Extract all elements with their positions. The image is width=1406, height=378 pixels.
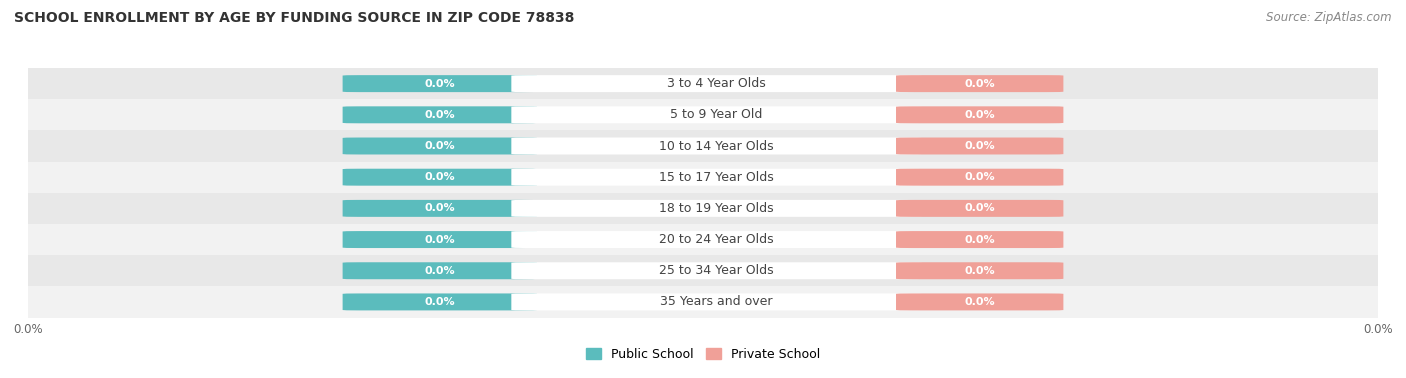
- FancyBboxPatch shape: [343, 200, 537, 217]
- Text: 0.0%: 0.0%: [425, 297, 456, 307]
- FancyBboxPatch shape: [343, 262, 537, 279]
- Bar: [28, 130, 1378, 162]
- Text: 10 to 14 Year Olds: 10 to 14 Year Olds: [659, 139, 773, 152]
- Text: Source: ZipAtlas.com: Source: ZipAtlas.com: [1267, 11, 1392, 24]
- Text: 15 to 17 Year Olds: 15 to 17 Year Olds: [659, 171, 773, 184]
- FancyBboxPatch shape: [512, 75, 922, 92]
- Text: 5 to 9 Year Old: 5 to 9 Year Old: [671, 108, 762, 121]
- Text: 0.0%: 0.0%: [965, 110, 995, 120]
- Text: 3 to 4 Year Olds: 3 to 4 Year Olds: [666, 77, 766, 90]
- Text: 35 Years and over: 35 Years and over: [661, 296, 773, 308]
- Text: 18 to 19 Year Olds: 18 to 19 Year Olds: [659, 202, 773, 215]
- FancyBboxPatch shape: [512, 231, 922, 248]
- FancyBboxPatch shape: [343, 75, 537, 92]
- Text: 0.0%: 0.0%: [425, 110, 456, 120]
- Bar: [28, 255, 1378, 287]
- FancyBboxPatch shape: [896, 293, 1063, 310]
- Text: 0.0%: 0.0%: [425, 266, 456, 276]
- FancyBboxPatch shape: [343, 169, 537, 186]
- Bar: [28, 162, 1378, 193]
- Text: 0.0%: 0.0%: [965, 172, 995, 182]
- FancyBboxPatch shape: [896, 231, 1063, 248]
- FancyBboxPatch shape: [896, 75, 1063, 92]
- FancyBboxPatch shape: [512, 200, 922, 217]
- FancyBboxPatch shape: [896, 106, 1063, 123]
- FancyBboxPatch shape: [343, 106, 537, 123]
- Text: 0.0%: 0.0%: [425, 203, 456, 213]
- Text: 0.0%: 0.0%: [425, 79, 456, 88]
- Legend: Public School, Private School: Public School, Private School: [581, 343, 825, 366]
- Text: 0.0%: 0.0%: [965, 266, 995, 276]
- Text: 0.0%: 0.0%: [425, 235, 456, 245]
- Text: 0.0%: 0.0%: [425, 141, 456, 151]
- FancyBboxPatch shape: [896, 200, 1063, 217]
- Text: 25 to 34 Year Olds: 25 to 34 Year Olds: [659, 264, 773, 277]
- FancyBboxPatch shape: [512, 169, 922, 186]
- FancyBboxPatch shape: [896, 138, 1063, 155]
- FancyBboxPatch shape: [896, 169, 1063, 186]
- Text: 0.0%: 0.0%: [965, 141, 995, 151]
- Text: 0.0%: 0.0%: [965, 203, 995, 213]
- Text: 0.0%: 0.0%: [425, 172, 456, 182]
- Text: 0.0%: 0.0%: [965, 79, 995, 88]
- Text: 0.0%: 0.0%: [965, 235, 995, 245]
- Text: 20 to 24 Year Olds: 20 to 24 Year Olds: [659, 233, 773, 246]
- FancyBboxPatch shape: [343, 138, 537, 155]
- FancyBboxPatch shape: [512, 262, 922, 279]
- FancyBboxPatch shape: [343, 231, 537, 248]
- Bar: [28, 287, 1378, 318]
- FancyBboxPatch shape: [512, 106, 922, 123]
- Bar: [28, 68, 1378, 99]
- Bar: [28, 193, 1378, 224]
- FancyBboxPatch shape: [512, 293, 922, 310]
- Text: SCHOOL ENROLLMENT BY AGE BY FUNDING SOURCE IN ZIP CODE 78838: SCHOOL ENROLLMENT BY AGE BY FUNDING SOUR…: [14, 11, 575, 25]
- FancyBboxPatch shape: [512, 138, 922, 155]
- Bar: [28, 224, 1378, 255]
- FancyBboxPatch shape: [896, 262, 1063, 279]
- FancyBboxPatch shape: [343, 293, 537, 310]
- Bar: [28, 99, 1378, 130]
- Text: 0.0%: 0.0%: [965, 297, 995, 307]
